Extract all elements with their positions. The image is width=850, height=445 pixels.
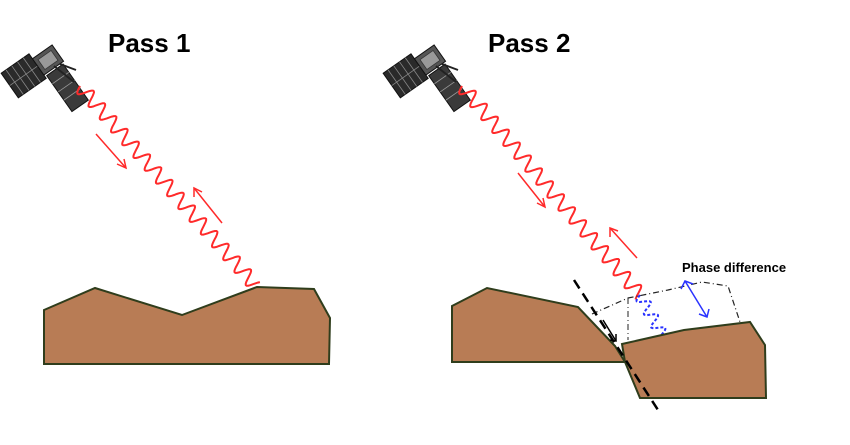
fault-arrow-head — [609, 334, 617, 342]
return-arrow-head — [193, 186, 203, 197]
satellite-icon — [382, 39, 472, 113]
terrain-right-block — [620, 320, 768, 399]
radar-wave — [458, 85, 643, 300]
panel-pass-2: Pass 2 Phase difference — [382, 28, 786, 411]
return-arrow-head — [609, 226, 619, 237]
fault-line — [572, 279, 660, 411]
terrain-pass-1 — [43, 285, 332, 365]
fault-arrow — [602, 319, 617, 342]
phase-shift-wave — [635, 294, 667, 343]
incoming-arrow-head — [536, 197, 547, 209]
phase-arrow-head-top — [680, 280, 694, 290]
return-arrow — [609, 227, 638, 259]
incoming-arrow-head — [116, 158, 128, 170]
incoming-arrow — [95, 133, 127, 169]
return-arrow — [193, 187, 223, 224]
pass-2-title: Pass 2 — [488, 28, 570, 58]
phase-arrow — [684, 280, 708, 318]
phase-arrow-head-bottom — [698, 308, 710, 318]
satellite-icon — [0, 39, 90, 113]
incoming-arrow — [517, 172, 546, 208]
pass-1-title: Pass 1 — [108, 28, 190, 58]
phase-difference-label: Phase difference — [682, 260, 786, 275]
terrain-left-block — [451, 286, 627, 363]
panel-pass-1: Pass 1 — [0, 28, 332, 365]
original-surface-outline — [591, 281, 741, 323]
radar-wave — [76, 85, 261, 287]
